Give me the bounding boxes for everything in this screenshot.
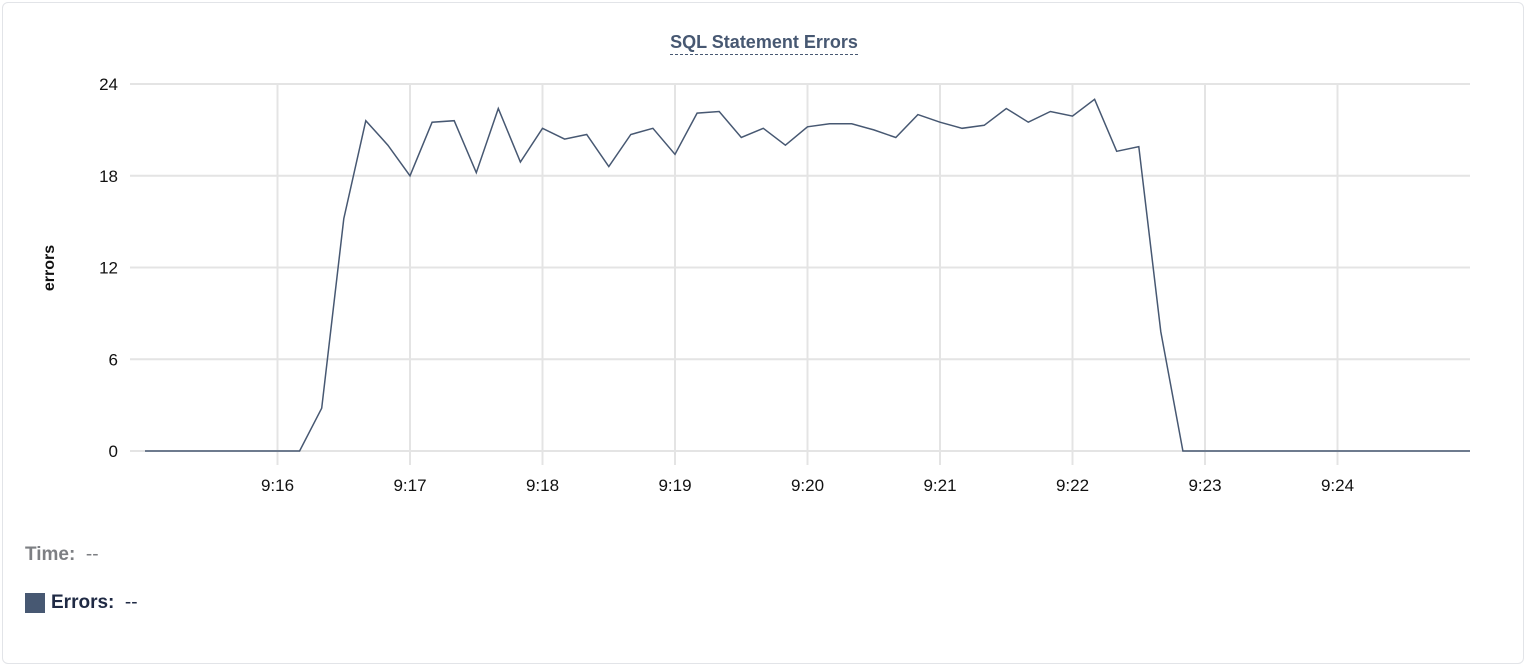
x-tick-label: 9:20 bbox=[791, 476, 824, 495]
chart-title[interactable]: SQL Statement Errors bbox=[0, 32, 1528, 55]
line-chart: 9:16 9:17 9:18 9:19 9:20 9:21 9:22 9:23 9:24 0 6 12… bbox=[41, 75, 1470, 495]
y-tick-label: 6 bbox=[109, 350, 118, 369]
y-tick-label: 12 bbox=[99, 259, 118, 278]
x-tick-label: 9:23 bbox=[1188, 476, 1221, 495]
x-tick-label: 9:21 bbox=[923, 476, 956, 495]
x-tick-label: 9:22 bbox=[1056, 476, 1089, 495]
x-tick-label: 9:18 bbox=[526, 476, 559, 495]
errors-value: -- bbox=[124, 592, 138, 613]
errors-legend: Errors: -- bbox=[25, 592, 138, 614]
y-tick-label: 18 bbox=[99, 167, 118, 186]
x-tick-label: 9:19 bbox=[658, 476, 691, 495]
errors-series-line bbox=[145, 98, 1470, 452]
time-label: Time: bbox=[25, 544, 76, 565]
y-tick-label: 24 bbox=[99, 75, 118, 94]
chart-title-text[interactable]: SQL Statement Errors bbox=[670, 32, 858, 55]
x-tick-label: 9:16 bbox=[261, 476, 294, 495]
y-axis-label: errors bbox=[41, 245, 58, 291]
time-value: -- bbox=[85, 544, 99, 565]
errors-label: Errors: bbox=[51, 592, 115, 613]
x-tick-label: 9:17 bbox=[393, 476, 426, 495]
y-tick-label: 0 bbox=[109, 442, 118, 461]
errors-swatch bbox=[25, 593, 45, 613]
time-readout: Time: -- bbox=[25, 544, 99, 566]
x-tick-label: 9:24 bbox=[1321, 476, 1354, 495]
